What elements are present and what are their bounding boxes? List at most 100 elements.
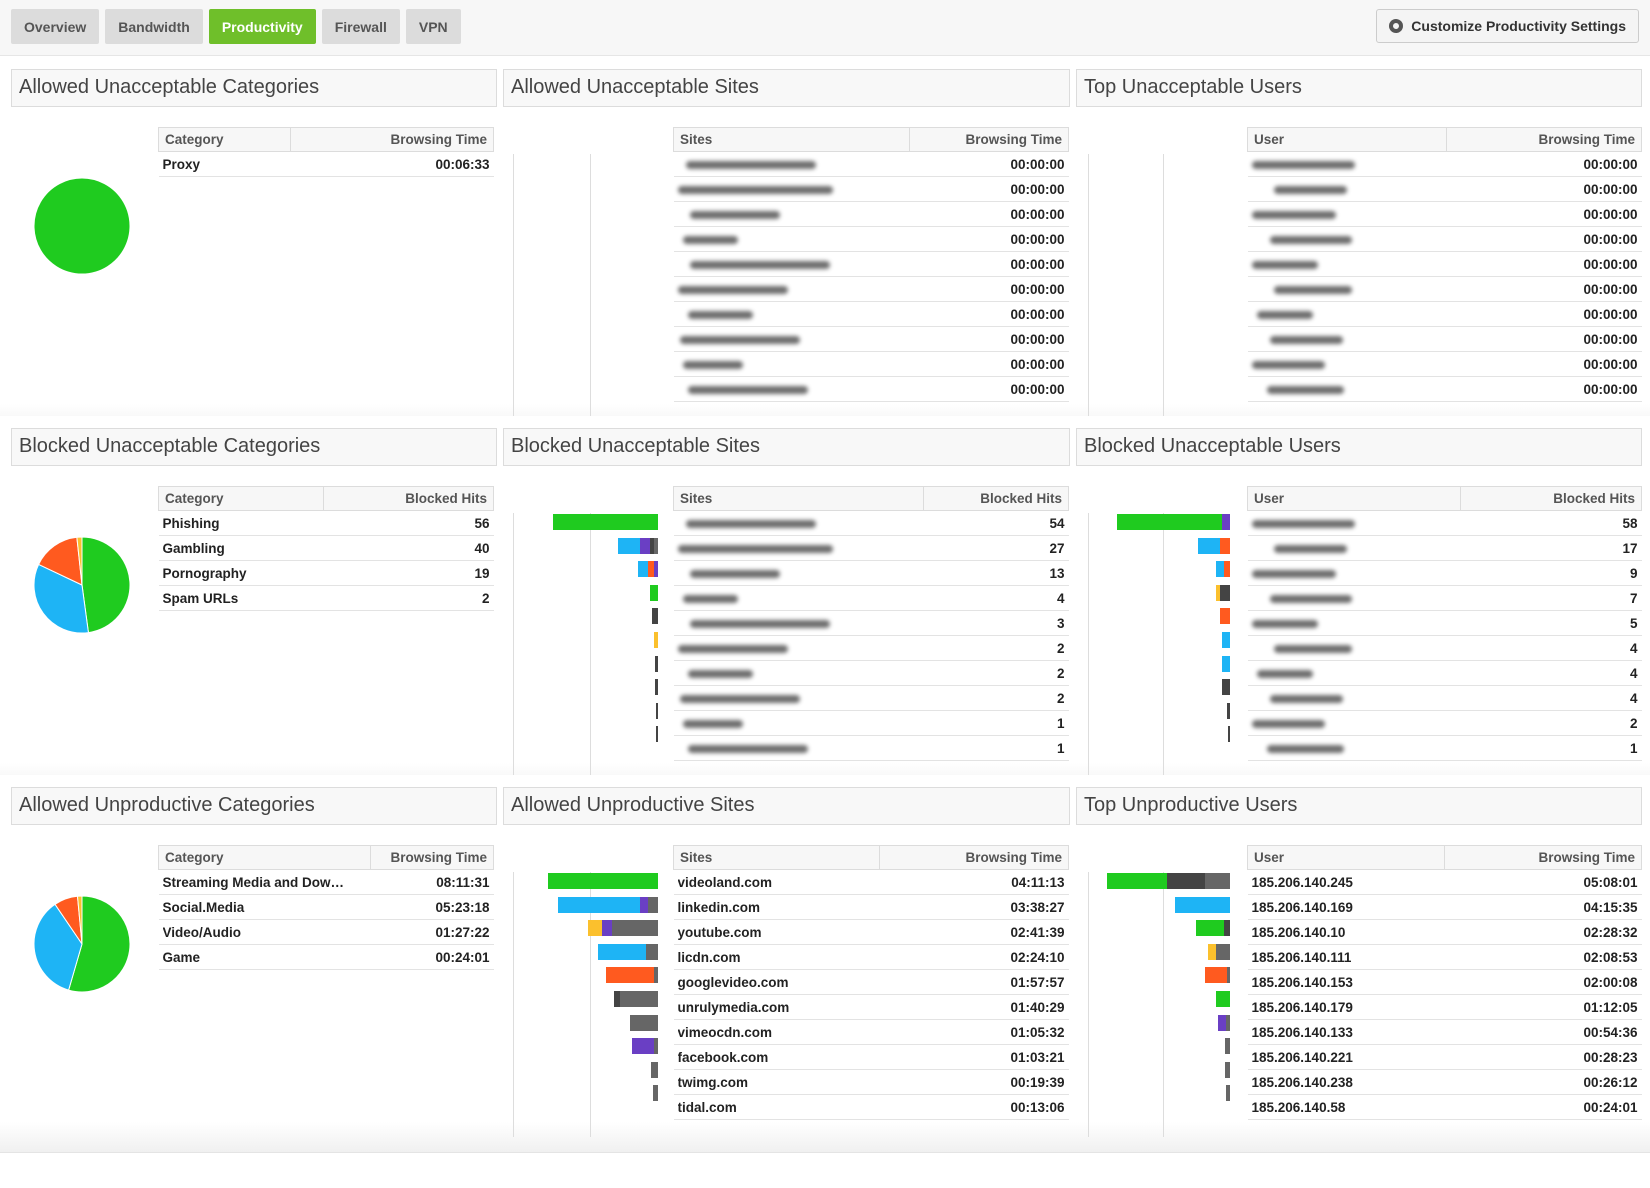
table-row[interactable]: 00:00:00	[1247, 351, 1642, 377]
table-row[interactable]: Spam URLs 2	[158, 585, 494, 611]
table-row[interactable]: unrulymedia.com 01:40:29	[673, 994, 1069, 1020]
tab-overview[interactable]: Overview	[11, 9, 100, 44]
row-label[interactable]: Proxy	[162, 156, 201, 172]
row-label[interactable]: vimeocdn.com	[677, 1024, 773, 1040]
bar[interactable]	[1216, 561, 1230, 578]
table-row[interactable]: 00:00:00	[673, 251, 1069, 277]
table-row[interactable]: 17	[1247, 535, 1642, 561]
table-row[interactable]: 58	[1247, 510, 1642, 536]
table-row[interactable]: 00:00:00	[1247, 276, 1642, 302]
table-row[interactable]: licdn.com 02:24:10	[673, 944, 1069, 970]
table-row[interactable]: twimg.com 00:19:39	[673, 1069, 1069, 1095]
row-label[interactable]: 185.206.140.238	[1251, 1074, 1353, 1090]
row-label[interactable]: unrulymedia.com	[677, 999, 790, 1015]
table-row[interactable]: Pornography 19	[158, 560, 494, 586]
table-row[interactable]: Social.Media 05:23:18	[158, 894, 494, 920]
bar[interactable]	[1218, 1014, 1230, 1031]
column-header[interactable]: Sites	[672, 127, 911, 152]
row-label[interactable]: Game	[162, 949, 201, 965]
column-header[interactable]: Sites	[673, 486, 924, 511]
tab-firewall[interactable]: Firewall	[321, 9, 400, 44]
table-row[interactable]: 00:00:00	[673, 301, 1069, 327]
table-row[interactable]: 00:00:00	[673, 176, 1069, 202]
table-row[interactable]: videoland.com 04:11:13	[673, 869, 1069, 895]
bar[interactable]	[632, 1038, 658, 1055]
table-row[interactable]: Gambling 40	[158, 535, 494, 561]
tab-vpn[interactable]: VPN	[405, 9, 461, 44]
row-label[interactable]: Spam URLs	[162, 590, 239, 606]
table-row[interactable]: 00:00:00	[673, 226, 1069, 252]
bar[interactable]	[558, 896, 658, 913]
bar[interactable]	[598, 943, 658, 960]
table-row[interactable]: 27	[673, 535, 1069, 561]
table-row[interactable]: 4	[673, 585, 1069, 611]
column-header[interactable]: Category	[157, 486, 325, 511]
bar[interactable]	[614, 991, 658, 1007]
bar[interactable]	[651, 1061, 658, 1078]
row-label[interactable]: 185.206.140.111	[1251, 949, 1352, 965]
table-row[interactable]: 00:00:00	[673, 326, 1069, 352]
table-row[interactable]: 00:00:00	[1247, 326, 1642, 352]
column-header[interactable]: Browsing Time	[290, 127, 494, 152]
table-row[interactable]: 00:00:00	[673, 201, 1069, 227]
table-row[interactable]: 185.206.140.133 00:54:36	[1247, 1019, 1642, 1045]
bar[interactable]	[656, 726, 658, 743]
bar[interactable]	[1175, 896, 1230, 913]
column-header[interactable]: User	[1247, 127, 1447, 152]
row-label[interactable]: licdn.com	[677, 949, 741, 965]
bar[interactable]	[1205, 967, 1230, 984]
bar[interactable]	[656, 702, 658, 719]
table-row[interactable]: 185.206.140.58 00:24:01	[1247, 1094, 1642, 1120]
table-row[interactable]: 1	[673, 735, 1069, 761]
table-row[interactable]: Video/Audio 01:27:22	[158, 919, 494, 945]
row-label[interactable]: 185.206.140.169	[1251, 899, 1353, 915]
column-header[interactable]: Browsing Time	[909, 127, 1069, 152]
row-label[interactable]: Pornography	[162, 565, 247, 581]
bar[interactable]	[650, 584, 658, 601]
table-row[interactable]: Streaming Media and Dow… 08:11:31	[158, 869, 494, 895]
row-label[interactable]: 185.206.140.221	[1251, 1049, 1353, 1065]
row-label[interactable]: 185.206.140.133	[1251, 1024, 1353, 1040]
table-row[interactable]: 54	[673, 510, 1069, 536]
row-label[interactable]: Phishing	[162, 515, 220, 531]
bar[interactable]	[1107, 873, 1230, 889]
column-header[interactable]: Sites	[672, 845, 881, 870]
column-header[interactable]: Browsing Time	[879, 845, 1069, 870]
table-row[interactable]: 00:00:00	[673, 151, 1069, 177]
table-row[interactable]: linkedin.com 03:38:27	[673, 894, 1069, 920]
table-row[interactable]: 185.206.140.238 00:26:12	[1247, 1069, 1642, 1095]
table-row[interactable]: 1	[673, 710, 1069, 736]
bar[interactable]	[1196, 920, 1230, 937]
row-label[interactable]: Gambling	[162, 540, 225, 556]
row-label[interactable]: twimg.com	[677, 1074, 749, 1090]
row-label[interactable]: 185.206.140.245	[1251, 874, 1353, 890]
table-row[interactable]: 9	[1247, 560, 1642, 586]
column-header[interactable]: Blocked Hits	[323, 486, 494, 511]
table-row[interactable]: 00:00:00	[1247, 251, 1642, 277]
column-header[interactable]: Blocked Hits	[1460, 486, 1642, 511]
bar[interactable]	[1222, 655, 1230, 672]
table-row[interactable]: youtube.com 02:41:39	[673, 919, 1069, 945]
table-row[interactable]: 13	[673, 560, 1069, 586]
table-row[interactable]: 4	[1247, 660, 1642, 686]
table-row[interactable]: 5	[1247, 610, 1642, 636]
bar[interactable]	[1216, 584, 1230, 601]
table-row[interactable]: Proxy 00:06:33	[158, 151, 494, 177]
bar[interactable]	[638, 561, 658, 578]
row-label[interactable]: Social.Media	[162, 899, 245, 915]
bar[interactable]	[1198, 537, 1230, 554]
table-row[interactable]: 4	[1247, 685, 1642, 711]
table-row[interactable]: Phishing 56	[158, 510, 494, 536]
column-header[interactable]: Category	[157, 845, 372, 870]
bar[interactable]	[1222, 679, 1230, 696]
table-row[interactable]: 185.206.140.111 02:08:53	[1247, 944, 1642, 970]
table-row[interactable]: tidal.com 00:13:06	[673, 1094, 1069, 1120]
tab-productivity[interactable]: Productivity	[208, 9, 316, 44]
bar[interactable]	[1220, 608, 1230, 625]
bar[interactable]	[1117, 514, 1230, 530]
bar[interactable]	[588, 920, 658, 937]
column-header[interactable]: Blocked Hits	[922, 486, 1070, 511]
table-row[interactable]: 00:00:00	[1247, 201, 1642, 227]
column-header[interactable]: Browsing Time	[1445, 127, 1643, 152]
column-header[interactable]: User	[1246, 486, 1462, 511]
